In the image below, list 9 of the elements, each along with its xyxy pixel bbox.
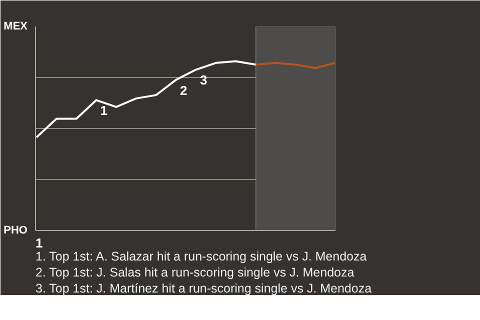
text: 1. Top 1st: A. Salazar hit a run-scoring single vs J. Mendoza — [36, 250, 367, 264]
text: 3. Top 1st: J. Martínez hit a run-scoring single vs J. Mendoza — [36, 282, 372, 296]
annotation: 2 — [180, 82, 188, 98]
text: 2. Top 1st: J. Salas hit a run-scoring single vs J. Mendoza — [36, 266, 354, 280]
text: 1 — [36, 236, 43, 250]
text: MEX — [4, 20, 28, 32]
text: PHO — [4, 224, 28, 236]
annotation: 1 — [100, 103, 108, 118]
annotation: 3 — [200, 72, 208, 88]
